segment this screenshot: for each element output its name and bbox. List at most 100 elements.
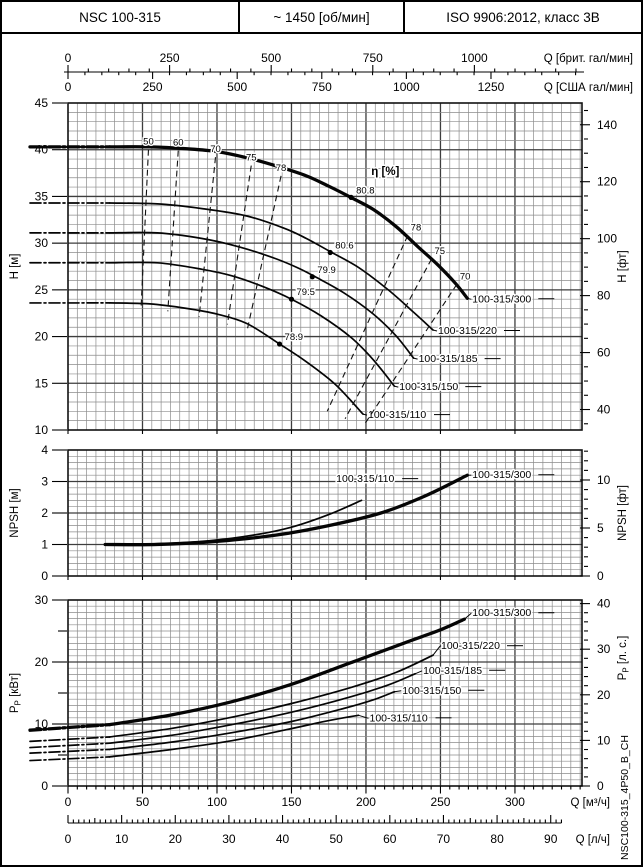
efficiency-iso-line-50: [140, 149, 150, 310]
us-axis-tick-label: 0: [65, 80, 72, 94]
top-axis-title: Q [брит. гал/мин]: [544, 53, 633, 65]
efficiency-point-label: 80.6: [335, 240, 354, 251]
efficiency-iso-line-70: [364, 283, 458, 425]
hq-y-right-title: H [фт]: [617, 250, 629, 282]
npsh-chart: 0 1 2 3 4 NPSH [м] 0 5 10 NPSH [фт] 100-315/300 100…: [8, 442, 631, 585]
curve-label-leader: [394, 690, 402, 693]
ls-tick-label: 70: [437, 832, 451, 846]
pump-standard-cell: ISO 9906:2012, класс 3В: [405, 2, 641, 32]
curve-100-315/110: [108, 302, 364, 415]
curve-label: 100-315/110: [368, 409, 426, 421]
efficiency-point-marker: [309, 274, 315, 280]
curve-100-315/150: [108, 690, 396, 751]
right-tick-label: 60: [597, 346, 611, 360]
npsh-y-right-title: NPSH [фт]: [617, 485, 629, 541]
hq-plot-border: [67, 102, 583, 431]
efficiency-point-label: 80.8: [356, 185, 375, 196]
right-tick-label: 20: [597, 688, 611, 702]
m3h-tick-label: 0: [65, 795, 72, 809]
bottom-flow-axes: 0 50 100 150 200 250 300 Q [м³/ч] 0 10 20 30 40 50 60 7…: [63, 786, 612, 848]
curve-100-315/300: [108, 617, 466, 727]
curve-dashed-head: [28, 722, 112, 732]
curve-100-315/300: [103, 473, 469, 547]
curve-dashed-head: [29, 736, 111, 743]
right-tick-label: 10: [597, 473, 611, 487]
efficiency-iso-label: 75: [246, 153, 257, 164]
curve-label: 100-315/300: [472, 607, 531, 619]
left-tick-label: 10: [35, 423, 49, 437]
efficiency-point-marker: [348, 194, 354, 200]
curve-100-315/185: [108, 672, 416, 745]
left-tick-label: 30: [35, 593, 49, 607]
m3h-tick-label: 250: [430, 795, 450, 809]
efficiency-iso-label: 78: [411, 223, 422, 234]
top-axis-tick-label: 0: [65, 51, 72, 65]
curve-label-leader: [394, 385, 399, 388]
pump-speed: ~ 1450 [об/мин]: [273, 9, 370, 25]
efficiency-iso-line-70: [198, 157, 217, 318]
ls-axis-title: Q [л/ч]: [576, 834, 610, 846]
efficiency-iso-line-75: [344, 258, 433, 420]
npsh-plot-border: [67, 449, 583, 577]
curve-label-leader: [463, 612, 472, 620]
ls-tick-label: 60: [383, 832, 397, 846]
efficiency-iso-label: 70: [460, 271, 471, 282]
right-tick-label: 0: [597, 779, 604, 793]
right-tick-label: 140: [597, 118, 617, 132]
efficiency-iso-label: 78: [276, 163, 287, 174]
curve-label-leader: [467, 297, 472, 300]
ls-tick-label: 90: [544, 832, 558, 846]
right-tick-label: 40: [597, 403, 611, 417]
efficiency-point-marker: [276, 341, 283, 347]
ls-tick-label: 10: [115, 832, 129, 846]
left-tick-label: 40: [35, 143, 49, 157]
efficiency-point-label: 79.5: [296, 287, 315, 298]
right-tick-label: 10: [597, 733, 611, 747]
right-tick-label: 80: [597, 289, 611, 303]
efficiency-iso-label: 70: [210, 144, 221, 155]
m3h-tick-label: 50: [136, 795, 150, 809]
curve-label-leader: [414, 670, 423, 675]
efficiency-iso-line-60: [167, 150, 179, 312]
curve-label-leader: [358, 714, 369, 719]
npsh-grid: [68, 450, 582, 576]
pump-model: NSC 100-315: [79, 9, 161, 25]
curve-label: 100-315/220: [441, 640, 500, 652]
curve-dashed-head: [29, 742, 111, 749]
hq-chart: 10 15 20 25 30 35 40 45 H [м] 40 60 80 100 120 140 H [ф…: [8, 95, 631, 439]
charts-canvas: 0 250 500 750 1000 Q [брит. гал/мин]0 250 500 75…: [8, 50, 635, 862]
left-tick-label: 45: [35, 96, 49, 110]
ls-tick-label: 0: [65, 832, 72, 846]
curve-label: 100-315/220: [438, 325, 497, 337]
curve-label-leader: [362, 413, 368, 416]
left-tick-label: 3: [41, 475, 48, 489]
curve-label: 100-315/300: [472, 469, 531, 481]
curve-label: 100-315/150: [402, 685, 461, 697]
left-tick-label: 0: [41, 779, 48, 793]
curve-dashed-head: [29, 756, 111, 762]
efficiency-iso-label: 60: [173, 138, 184, 149]
left-tick-label: 25: [35, 283, 49, 297]
left-tick-label: 20: [35, 330, 49, 344]
us-axis-tick-label: 1000: [393, 80, 420, 94]
efficiency-point-label: 79.9: [317, 265, 336, 276]
efficiency-title: η [%]: [371, 166, 399, 178]
ls-tick-label: 30: [222, 832, 236, 846]
curve-100-315/110: [104, 499, 363, 545]
hq-y-left-title: H [м]: [9, 254, 21, 280]
right-tick-label: 30: [597, 642, 611, 656]
left-tick-label: 35: [35, 189, 49, 203]
ls-tick-label: 80: [490, 832, 504, 846]
npsh-y-left-title: NPSH [м]: [9, 488, 21, 537]
curve-label: 100-315/185: [423, 665, 482, 677]
power-y-right-title: PP [л. с.]: [617, 636, 631, 681]
efficiency-point-label: 78.9: [285, 332, 304, 343]
curve-label-leader: [413, 357, 418, 360]
efficiency-iso-line-78: [326, 235, 409, 412]
m3h-axis-title: Q [м³/ч]: [571, 797, 610, 809]
ls-tick-label: 50: [329, 832, 343, 846]
header: NSC 100-315 ~ 1450 [об/мин] ISO 9906:201…: [2, 2, 641, 34]
power-plot-border: [67, 599, 583, 787]
pump-standard: ISO 9906:2012, класс 3В: [446, 9, 600, 25]
